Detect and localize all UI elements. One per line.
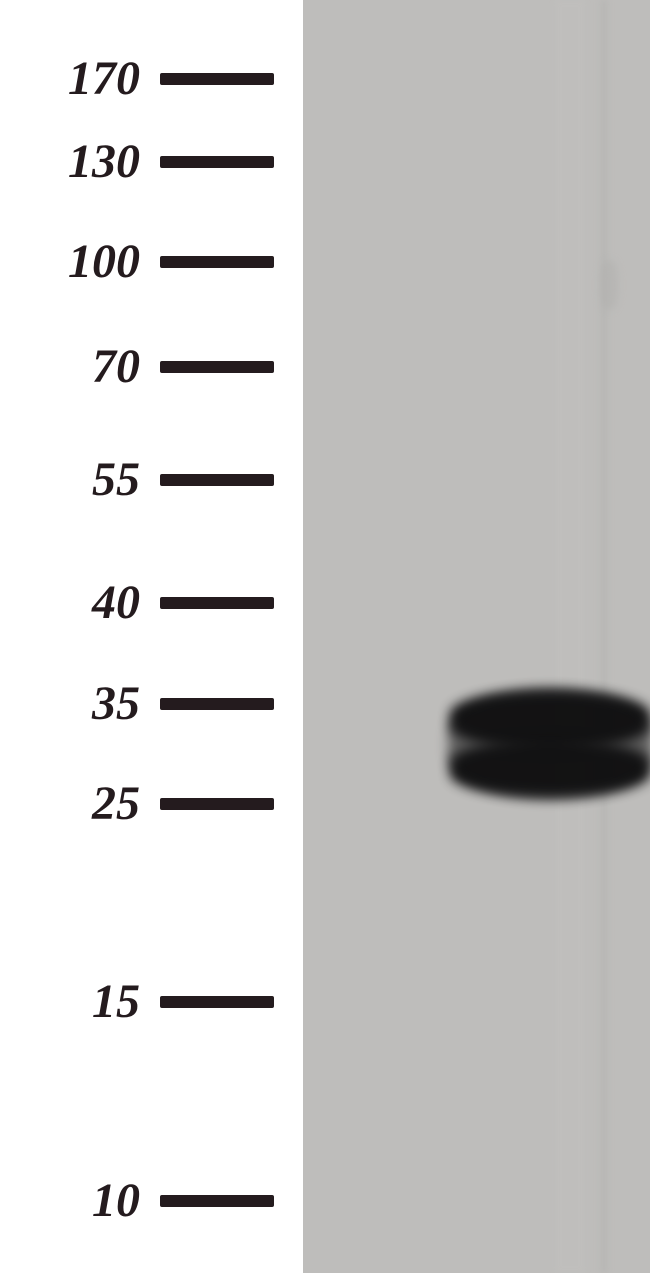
- mw-tick-130: [160, 156, 274, 168]
- membrane-streak: [600, 0, 608, 1273]
- protein-band: [448, 689, 650, 799]
- mw-label-35: 35: [92, 680, 140, 728]
- membrane-streak: [555, 0, 585, 1273]
- mw-tick-40: [160, 597, 274, 609]
- mw-tick-15: [160, 996, 274, 1008]
- ladder-panel: 170 130 100 70 55 40 35 25 15 10: [0, 0, 303, 1273]
- mw-tick-100: [160, 256, 274, 268]
- mw-tick-25: [160, 798, 274, 810]
- mw-label-25: 25: [92, 780, 140, 828]
- mw-tick-55: [160, 474, 274, 486]
- mw-label-130: 130: [68, 138, 140, 186]
- mw-label-15: 15: [92, 978, 140, 1026]
- mw-label-55: 55: [92, 456, 140, 504]
- mw-tick-170: [160, 73, 274, 85]
- mw-label-70: 70: [92, 343, 140, 391]
- mw-tick-70: [160, 361, 274, 373]
- mw-label-100: 100: [68, 238, 140, 286]
- mw-label-170: 170: [68, 55, 140, 103]
- membrane-mark: [600, 260, 618, 310]
- mw-label-10: 10: [92, 1177, 140, 1225]
- mw-label-40: 40: [92, 579, 140, 627]
- mw-tick-10: [160, 1195, 274, 1207]
- membrane-panel: [303, 0, 650, 1273]
- blot-canvas: 170 130 100 70 55 40 35 25 15 10: [0, 0, 650, 1273]
- mw-tick-35: [160, 698, 274, 710]
